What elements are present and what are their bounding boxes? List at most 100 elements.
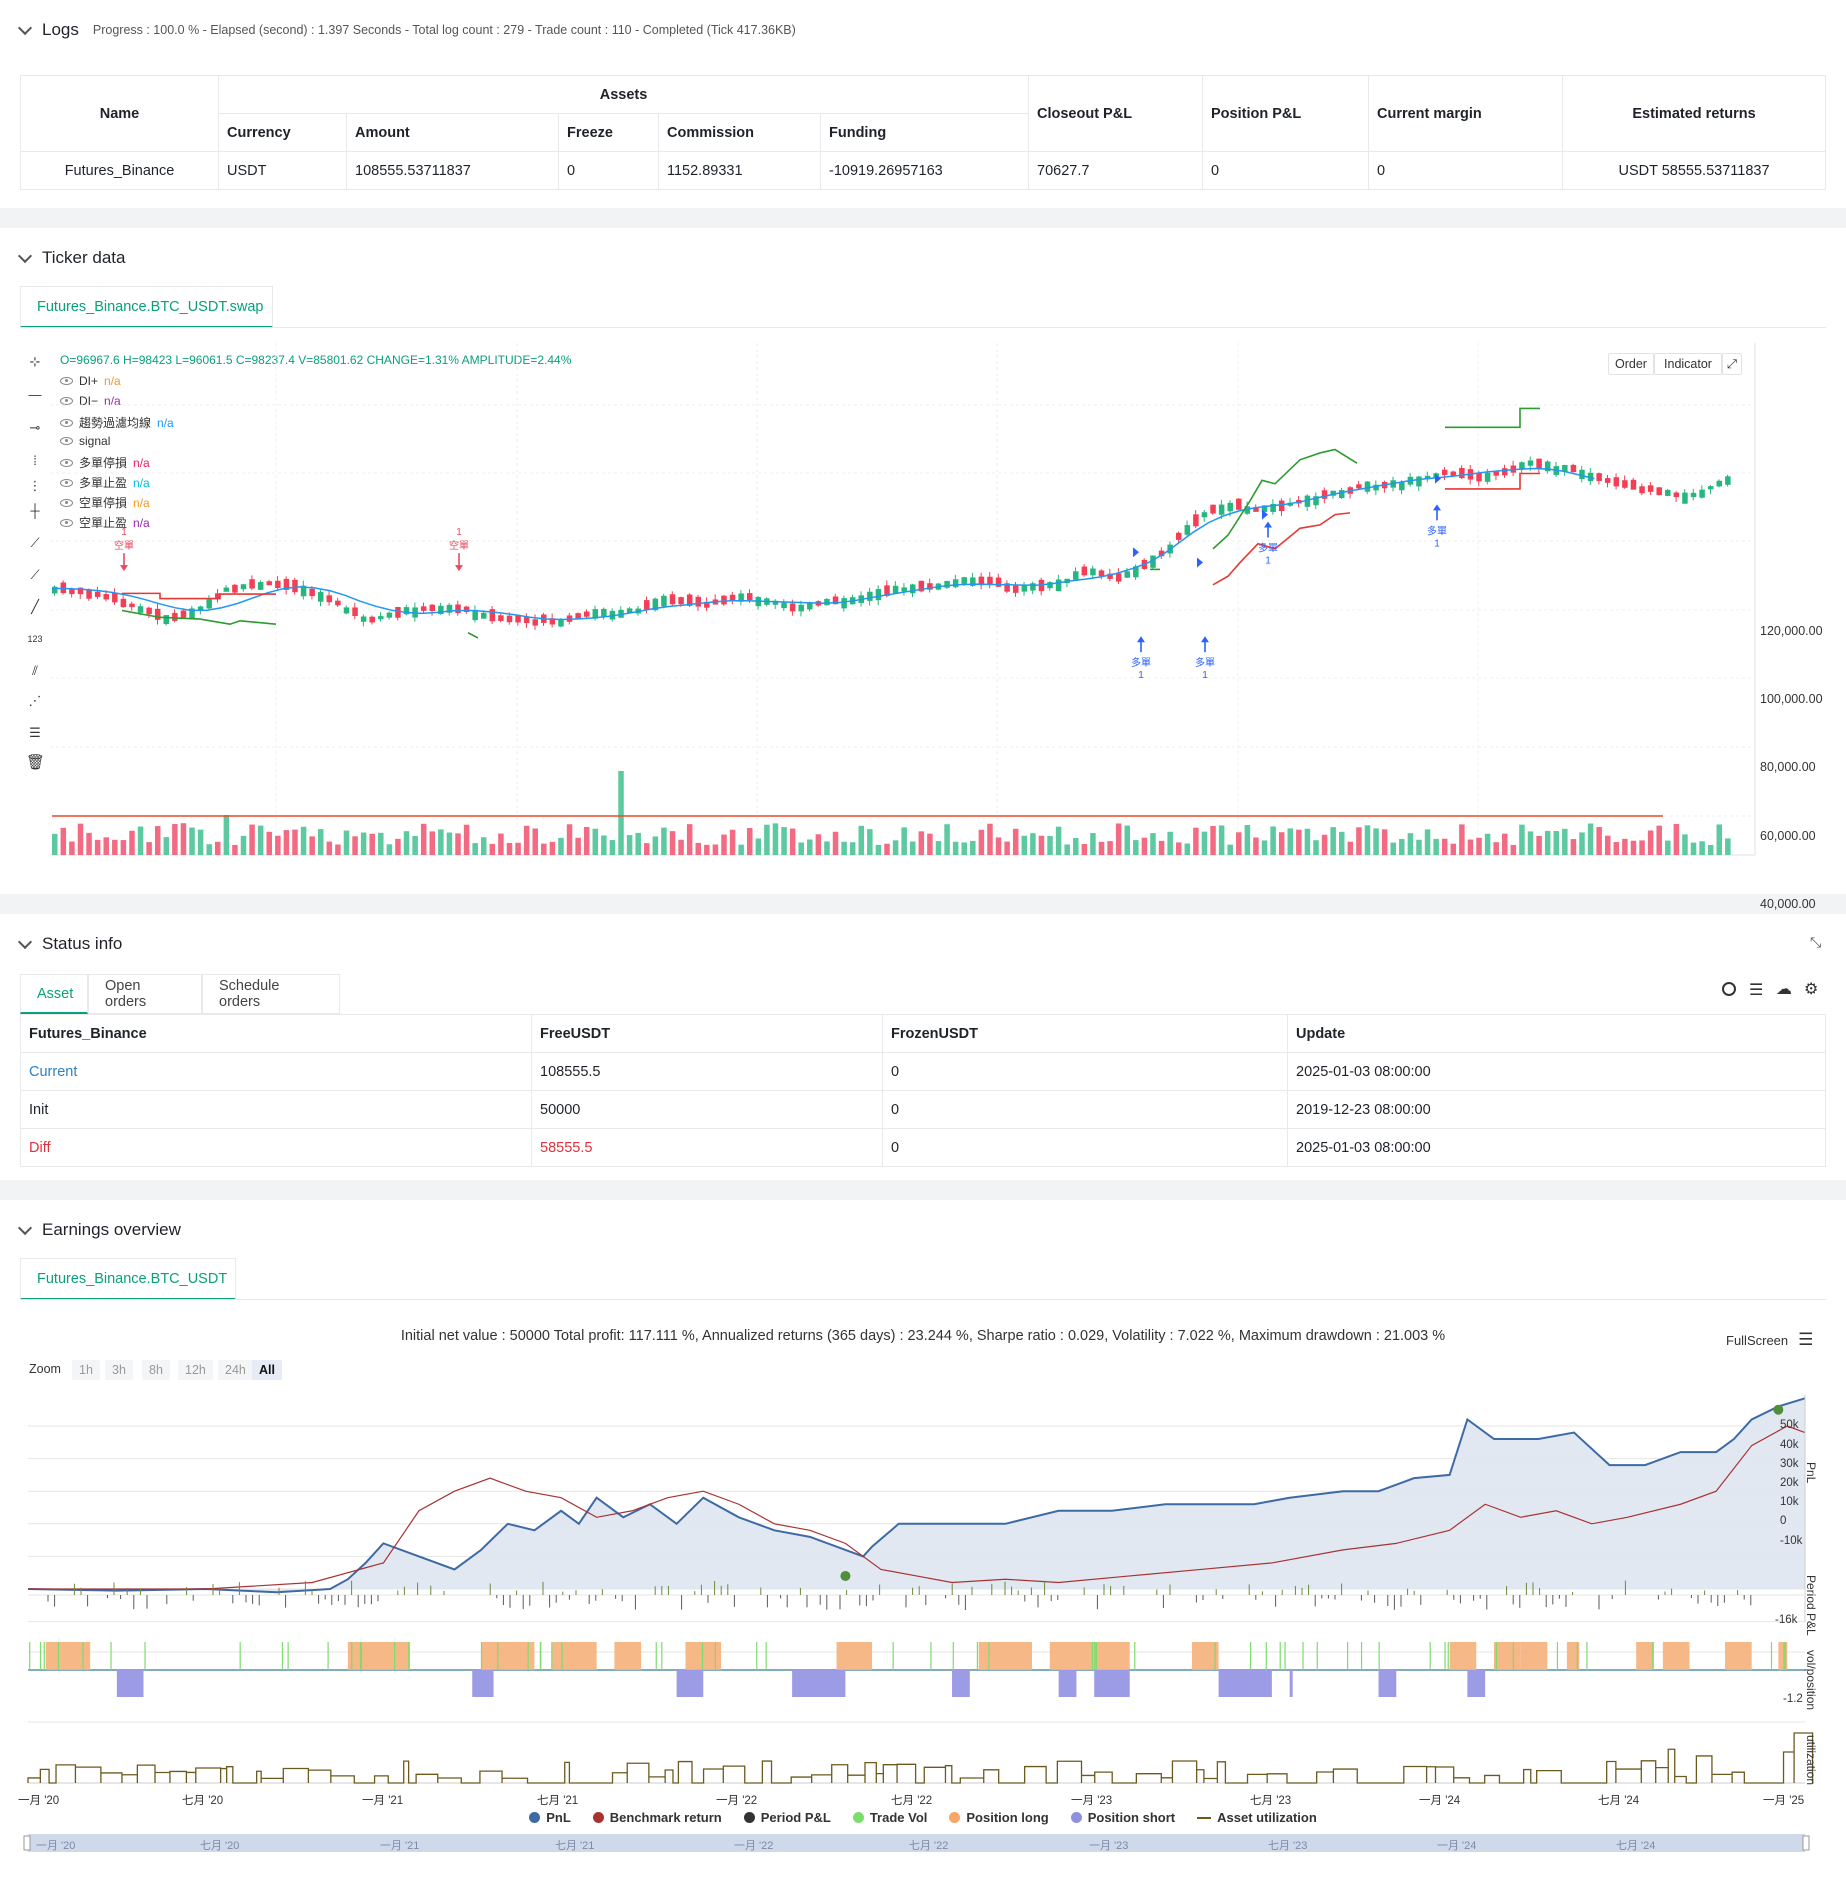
chevron-down-icon[interactable] [17, 1220, 33, 1235]
volume-bar [781, 827, 787, 855]
cross-line-icon[interactable]: ┼ [30, 503, 40, 518]
vertical-line-icon[interactable]: ⁞ [33, 453, 37, 468]
settings-icon[interactable]: ⚙ [1804, 981, 1819, 998]
candle-body [1124, 571, 1130, 578]
status-header[interactable]: Status info [17, 934, 122, 954]
volume-bar [403, 831, 410, 855]
tab-schedule-orders[interactable]: Schedule orders [202, 974, 340, 1014]
tab-ticker-symbol[interactable]: Futures_Binance.BTC_USDT.swap [20, 286, 273, 328]
volume-bar [309, 836, 315, 855]
candle-body [1304, 495, 1311, 507]
short-stop-line [122, 592, 276, 600]
horizontal-line-icon[interactable]: — [28, 387, 42, 402]
time-tick-label: 七月 '22 [891, 1795, 933, 1807]
chevron-down-icon[interactable] [17, 934, 33, 949]
earnings-chart[interactable] [0, 1395, 1846, 1875]
price-line-icon[interactable]: 123 [27, 634, 43, 644]
volume-bar [154, 826, 161, 855]
crosshair-icon[interactable]: ⊹ [29, 354, 41, 369]
earnings-title: Earnings overview [42, 1220, 181, 1239]
legend-item[interactable]: 趨勢過濾均線 n/a [60, 414, 174, 431]
order-button[interactable]: Order [1608, 353, 1654, 375]
segment-icon[interactable]: ╱ [31, 599, 39, 614]
eye-icon[interactable] [60, 498, 73, 507]
zoom-option-All[interactable]: All [252, 1360, 282, 1380]
candle-body [1441, 469, 1448, 476]
legend-item[interactable]: Position short [1070, 1810, 1175, 1825]
rect-icon[interactable]: ☰ [29, 725, 41, 740]
pnl-tick-label: 20k [1780, 1477, 1799, 1489]
cell: 108555.53711837 [346, 151, 559, 190]
trash-icon[interactable]: 🗑 [26, 754, 46, 771]
eye-icon[interactable] [60, 437, 73, 445]
zoom-option-24h[interactable]: 24h [218, 1360, 253, 1380]
cloud-download-icon[interactable]: ☁ [1776, 981, 1792, 998]
eye-icon[interactable] [60, 397, 73, 405]
volume-bar [266, 831, 272, 855]
eye-icon[interactable] [60, 418, 73, 427]
tab-open-orders[interactable]: Open orders [88, 974, 202, 1014]
tab-asset[interactable]: Asset [20, 974, 88, 1014]
legend-item[interactable]: Period P&L [743, 1810, 831, 1825]
candle-body [369, 616, 375, 623]
candle-body [420, 606, 427, 611]
legend-item[interactable]: DI+ n/a [60, 374, 121, 388]
position-short-bar [1058, 1670, 1077, 1697]
horizontal-ray-icon[interactable]: ⊸ [29, 420, 41, 435]
expand-icon[interactable]: ⤢ [1722, 353, 1742, 375]
volume-bar [1587, 823, 1594, 855]
eye-icon[interactable] [60, 518, 73, 527]
fibonacci-icon[interactable]: ⋰ [28, 693, 42, 708]
volume-bar [1536, 835, 1542, 855]
zoom-option-3h[interactable]: 3h [105, 1360, 133, 1380]
volume-bar [1647, 830, 1654, 855]
volume-bar [910, 841, 916, 855]
parallel-channel-icon[interactable]: ⫽ [32, 663, 38, 678]
legend-item[interactable]: Position long [949, 1810, 1049, 1825]
legend-item[interactable]: Benchmark return [592, 1810, 722, 1825]
eye-icon[interactable] [60, 377, 73, 385]
cell: 0 [558, 151, 659, 190]
navigator-tick-label: 一月 '22 [734, 1840, 774, 1852]
vertical-segment-icon[interactable]: ⋮ [28, 478, 42, 493]
indicator-button[interactable]: Indicator [1654, 353, 1722, 375]
legend-item[interactable]: Trade Vol [852, 1810, 927, 1825]
zoom-option-1h[interactable]: 1h [72, 1360, 100, 1380]
eye-icon[interactable] [60, 478, 73, 487]
list-icon[interactable]: ☰ [1749, 982, 1764, 999]
zoom-option-12h[interactable]: 12h [178, 1360, 213, 1380]
ticker-header[interactable]: Ticker data [17, 248, 125, 268]
table-row: Diff 58555.5 0 2025-01-03 08:00:00 [20, 1128, 1826, 1167]
legend-item[interactable]: 空單停損 n/a [60, 494, 150, 511]
candle-body [1622, 480, 1628, 488]
collapse-icon[interactable]: ⤡ [1810, 934, 1822, 950]
candle-body [403, 607, 410, 615]
volume-bar [1613, 842, 1620, 855]
legend-item[interactable]: 多單止盈 n/a [60, 474, 150, 491]
position-short-bar [1094, 1670, 1130, 1697]
ray-line-icon[interactable]: ⟋ [30, 567, 40, 582]
chevron-down-icon[interactable] [17, 20, 33, 35]
volume-bar [995, 837, 1002, 855]
earnings-header[interactable]: Earnings overview [17, 1220, 181, 1240]
legend-item[interactable]: signal [60, 434, 110, 448]
fullscreen-button[interactable]: FullScreen ☰ [1726, 1330, 1813, 1350]
candle-body [1596, 473, 1602, 481]
menu-icon[interactable]: ☰ [1798, 1330, 1814, 1349]
legend-item[interactable]: 空單止盈 n/a [60, 514, 150, 531]
row-label-current[interactable]: Current [20, 1052, 532, 1091]
search-icon[interactable] [1722, 982, 1736, 996]
trend-line-icon[interactable]: ⟋ [30, 535, 40, 550]
zoom-option-8h[interactable]: 8h [142, 1360, 170, 1380]
closeout-header: Closeout P&L [1028, 75, 1203, 152]
period-tick-label: -16k [1775, 1614, 1798, 1626]
legend-item[interactable]: Asset utilization [1197, 1810, 1317, 1825]
tab-earnings-symbol[interactable]: Futures_Binance.BTC_USDT [20, 1258, 236, 1300]
logs-header[interactable]: Logs Progress : 100.0 % - Elapsed (secon… [17, 20, 796, 40]
legend-item[interactable]: PnL [529, 1810, 571, 1825]
legend-item[interactable]: 多單停損 n/a [60, 454, 150, 471]
eye-icon[interactable] [60, 458, 73, 467]
chevron-down-icon[interactable] [17, 248, 33, 263]
volume-bar [180, 823, 187, 855]
